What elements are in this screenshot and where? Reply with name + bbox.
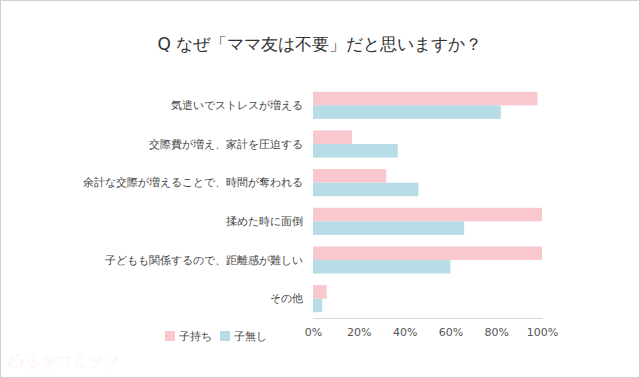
x-tick: 20% (347, 318, 371, 339)
x-axis: 0% 20% 40% 60% 80% 100% (305, 318, 558, 339)
bar (313, 92, 537, 106)
bar (313, 105, 501, 119)
bar (313, 169, 386, 183)
x-tick: 40% (393, 318, 417, 339)
y-tick-label: 揉めた時に面倒 (226, 215, 303, 228)
y-tick: 余計な交際が増えることで、時間が奪われる (83, 176, 305, 189)
x-tick-label: 20% (347, 326, 371, 339)
legend-item: 子持ち (165, 330, 212, 343)
x-tick: 80% (484, 318, 508, 339)
watermark: めちゃコミック (8, 351, 120, 370)
x-tick-label: 60% (439, 326, 463, 339)
x-tick-label: 100% (527, 326, 558, 339)
legend-item: 子無し (220, 330, 267, 343)
legend-label: 子無し (234, 330, 267, 343)
bars (313, 92, 542, 312)
legend: 子持ち 子無し (165, 330, 267, 343)
x-tick-label: 0% (305, 326, 322, 339)
y-tick: 子どもも関係するので、距離感が難しい (105, 254, 305, 267)
bar (313, 246, 542, 260)
y-tick-label: 余計な交際が増えることで、時間が奪われる (83, 176, 303, 189)
bar (313, 299, 322, 313)
y-axis: 気遣いでストレスが増える交際費が増え、家計を圧迫する余計な交際が増えることで、時… (83, 99, 305, 305)
y-tick-label: 交際費が増え、家計を圧迫する (149, 138, 303, 151)
bar (313, 208, 542, 222)
x-tick: 100% (527, 318, 558, 339)
chart: Q なぜ「ママ友は不要」だと思いますか？ 0% 20% 40% 60% 80% 100% 気遣… (0, 0, 640, 378)
bar (313, 130, 352, 144)
legend-swatch (165, 331, 175, 341)
legend-label: 子持ち (179, 330, 212, 343)
x-tick-label: 80% (484, 326, 508, 339)
x-tick-label: 40% (393, 326, 417, 339)
bar (313, 183, 418, 197)
title: Q なぜ「ママ友は不要」だと思いますか？ (158, 34, 483, 54)
legend-swatch (220, 331, 230, 341)
bar (313, 221, 464, 235)
x-axis-line (314, 318, 543, 319)
y-tick: 気遣いでストレスが増える (171, 99, 305, 112)
x-tick: 60% (439, 318, 463, 339)
y-tick-label: 子どもも関係するので、距離感が難しい (105, 254, 303, 267)
y-tick-label: その他 (270, 292, 303, 305)
y-tick-label: 気遣いでストレスが増える (171, 99, 303, 112)
y-tick: 揉めた時に面倒 (226, 215, 305, 228)
y-tick: 交際費が増え、家計を圧迫する (149, 138, 305, 151)
frame (1, 1, 640, 378)
x-tick: 0% (305, 318, 322, 339)
y-tick: その他 (270, 292, 305, 305)
bar (313, 144, 398, 158)
bar (313, 285, 327, 299)
bar (313, 260, 450, 274)
